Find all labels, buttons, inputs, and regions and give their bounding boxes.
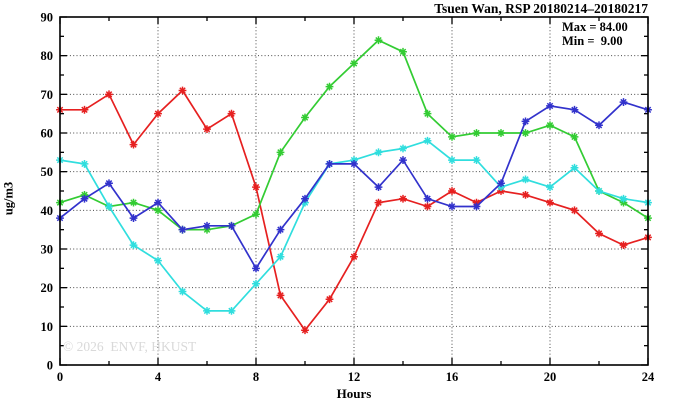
y-tick-label: 40 <box>41 204 54 218</box>
x-tick-label: 4 <box>155 370 162 384</box>
x-axis-label: Hours <box>336 386 372 401</box>
y-tick-label: 30 <box>41 243 54 257</box>
y-tick-label: 70 <box>41 88 54 102</box>
min-value-label: Min = 9.00 <box>562 34 623 48</box>
x-tick-label: 20 <box>544 370 557 384</box>
y-tick-label: 90 <box>41 11 54 25</box>
series-blue-markers <box>56 98 652 273</box>
plot-border <box>59 16 649 366</box>
x-tick-label: 12 <box>348 370 361 384</box>
x-tick-label: 16 <box>446 370 459 384</box>
y-tick-label: 60 <box>41 127 54 141</box>
x-tick-label: 8 <box>253 370 259 384</box>
max-value-label: Max = 84.00 <box>562 20 628 34</box>
y-tick-label: 50 <box>41 165 54 179</box>
x-tick-label: 0 <box>57 370 63 384</box>
x-tick-label: 24 <box>642 370 655 384</box>
y-tick-label: 0 <box>47 359 53 373</box>
series-green-line <box>59 39 649 231</box>
y-tick-label: 80 <box>41 49 54 63</box>
chart-title: Tsuen Wan, RSP 20180214–20180217 <box>434 1 648 16</box>
max-min-annotation: Max = 84.00 Min = 9.00 <box>562 20 628 48</box>
y-tick-label: 10 <box>41 320 54 334</box>
y-tick-label: 20 <box>41 281 54 295</box>
y-axis-label: ug/m3 <box>1 181 16 216</box>
watermark: © 2026 ENVF, HKUST <box>63 339 197 354</box>
series-green-markers <box>56 36 652 234</box>
